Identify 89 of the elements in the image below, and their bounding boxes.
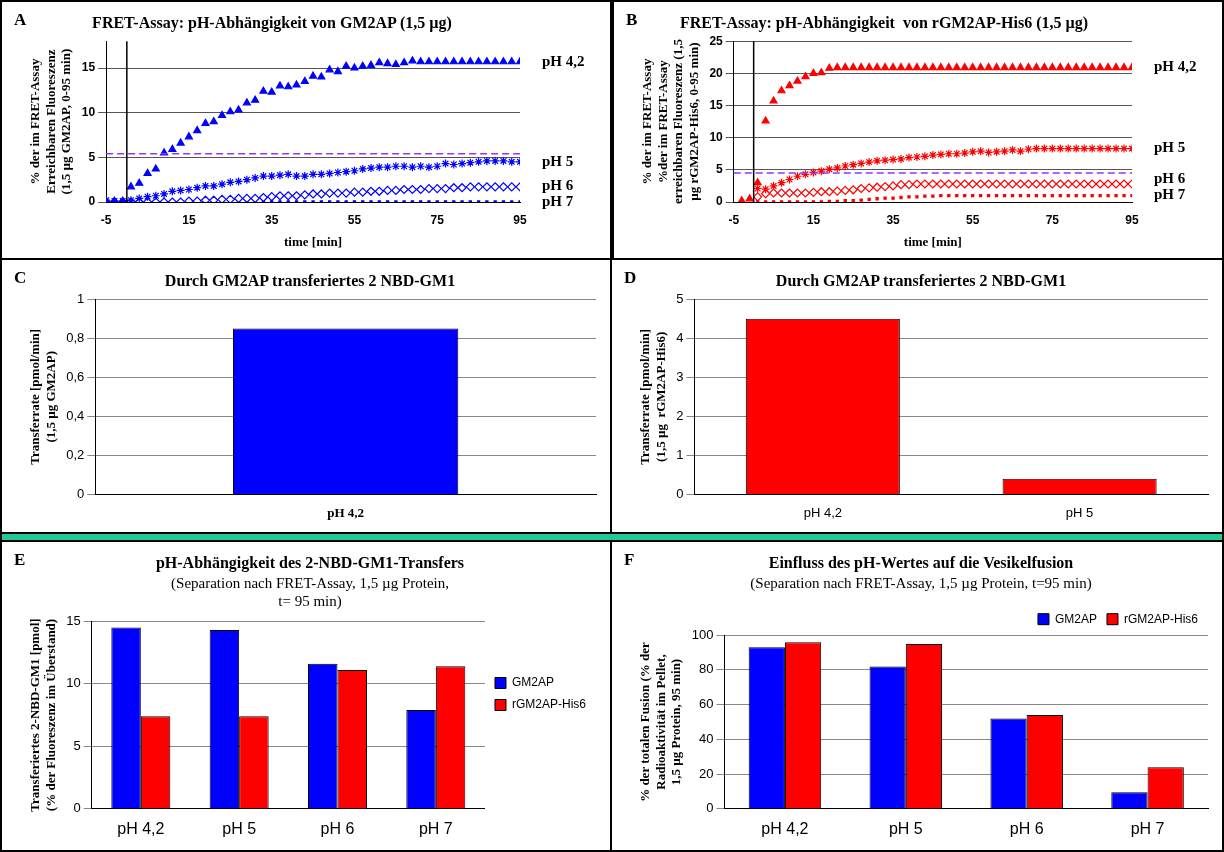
legend-label: rGM2AP-His6: [511, 697, 587, 712]
y-axis-title: % der im FRET-Assay %der im FRET-Assay erreichbaren Fluoreszenz (1,5 µg rGM2AP-His6, 0-95 min): [639, 38, 701, 205]
y-tick-label: 1: [77, 290, 85, 306]
legend-label: GM2AP: [1054, 611, 1097, 626]
series-label: pH 6: [1154, 170, 1186, 187]
x-tick-label: 75: [1045, 212, 1060, 227]
x-tick-label: pH 7: [418, 819, 453, 837]
x-tick-label: pH 7: [1130, 819, 1165, 837]
y-tick-label: 0: [676, 485, 684, 501]
y-tick-label: 15: [66, 612, 81, 628]
x-tick-label: 95: [513, 212, 527, 227]
series-label: pH 6: [542, 176, 574, 193]
legend-label: GM2AP: [511, 675, 555, 690]
y-tick-label: 20: [709, 65, 724, 80]
y-axis-title: Transferrate [pmol/min] (1,5 µg rGM2AP-His6): [637, 328, 668, 465]
text: B: [626, 9, 638, 29]
y-tick-label: 5: [716, 162, 724, 177]
x-tick-label: 15: [806, 212, 821, 227]
y-tick-label: 0,2: [66, 446, 85, 462]
y-tick-label: 0,8: [66, 329, 85, 345]
x-tick-label: pH 4,2: [117, 819, 165, 837]
y-tick-label: 20: [699, 765, 714, 781]
y-tick-label: 15: [709, 97, 724, 112]
chart-subtitle: (Separation nach FRET-Assay, 1,5 µg Protein, t= 95 min): [171, 575, 449, 611]
y-tick-label: 10: [66, 675, 81, 691]
y-tick-label: 60: [699, 696, 714, 712]
y-tick-label: 5: [73, 737, 81, 753]
y-tick-label: 5: [676, 290, 684, 306]
y-tick-label: 0: [77, 485, 85, 501]
y-axis-title: % der totalen Fusion (% der Radioaktivität im Pellet, 1,5 µg Protein, 95 min): [637, 641, 684, 802]
x-tick-label: 55: [966, 212, 980, 227]
x-tick-label: 35: [265, 212, 279, 227]
text: F: [624, 549, 635, 569]
y-tick-label: 25: [709, 33, 724, 48]
y-tick-label: 0: [88, 194, 96, 209]
x-tick-label: 95: [1125, 212, 1139, 227]
series-label: pH 4,2: [1154, 58, 1197, 75]
chart-title: FRET-Assay: pH-Abhängigkeit von GM2AP (1,5 µg): [92, 13, 452, 32]
y-axis-title: Transferiertes 2-NBD-GM1 [pmol] (% der Fluoreszenz im Überstand): [27, 618, 58, 812]
y-tick-label: 0: [73, 800, 81, 816]
y-tick-label: 0: [716, 194, 724, 209]
x-tick-label: -5: [728, 212, 740, 227]
series-label: pH 5: [542, 152, 574, 169]
series-label: pH 5: [1154, 139, 1186, 156]
y-tick-label: 0,6: [66, 368, 85, 384]
y-axis-title: Transferrate [pmol/min] (1,5 µg GM2AP): [27, 328, 58, 465]
x-tick-label: pH 6: [320, 819, 355, 837]
x-tick-label: pH 5: [222, 819, 257, 837]
x-tick-label: pH 4,2: [803, 504, 842, 520]
y-tick-label: 5: [88, 149, 96, 164]
x-tick-label: pH 5: [1065, 504, 1094, 520]
series-label: pH 7: [542, 192, 574, 209]
y-tick-label: 10: [709, 129, 724, 144]
x-tick-label: pH 6: [1009, 819, 1044, 837]
chart-title: FRET-Assay: pH-Abhängigkeit von rGM2AP-His6 (1,5 µg): [679, 13, 1089, 32]
x-tick-label: pH 5: [888, 819, 923, 837]
chart-title: Durch GM2AP transferiertes 2 NBD-GM1: [775, 271, 1067, 289]
y-tick-label: 100: [691, 626, 714, 642]
y-tick-label: 1: [676, 446, 684, 462]
y-tick-label: 4: [676, 329, 684, 345]
x-tick-label: pH 4,2: [761, 819, 809, 837]
x-tick-label: -5: [100, 212, 112, 227]
text: D: [624, 267, 637, 287]
chart-subtitle: (Separation nach FRET-Assay, 1,5 µg Protein, t=95 min): [750, 575, 1092, 593]
legend-label: rGM2AP-His6: [1123, 611, 1199, 626]
y-tick-label: 15: [81, 60, 96, 75]
chart-title: pH-Abhängigkeit des 2-NBD-GM1-Transfers: [155, 553, 465, 572]
series-label: pH 4,2: [542, 52, 585, 69]
y-tick-label: 0,4: [66, 407, 85, 423]
x-tick-label: 15: [182, 212, 196, 227]
text: E: [14, 549, 26, 569]
series-label: pH 7: [1154, 186, 1186, 203]
y-tick-label: 80: [699, 661, 714, 677]
x-tick-label: pH 4,2: [327, 504, 365, 520]
y-tick-label: 3: [676, 368, 684, 384]
x-tick-label: 35: [886, 212, 901, 227]
y-tick-label: 10: [81, 104, 96, 119]
text: A: [14, 9, 27, 29]
y-tick-label: 40: [699, 730, 714, 746]
x-tick-label: 55: [347, 212, 362, 227]
x-axis-title: time [min]: [903, 233, 962, 249]
y-tick-label: 2: [676, 407, 684, 423]
chart-title: Durch GM2AP transferiertes 2 NBD-GM1: [164, 271, 456, 289]
x-tick-label: 75: [430, 212, 445, 227]
y-tick-label: 0: [706, 800, 714, 816]
x-axis-title: time [min]: [284, 233, 343, 249]
chart-title: Einfluss des pH-Wertes auf die Vesikelfusion: [768, 553, 1074, 572]
y-axis-title: % der im FRET-Assay Erreichbaren Fluoreszenz (1,5 µg GM2AP, 0-95 min): [27, 48, 74, 195]
text: C: [14, 267, 27, 287]
